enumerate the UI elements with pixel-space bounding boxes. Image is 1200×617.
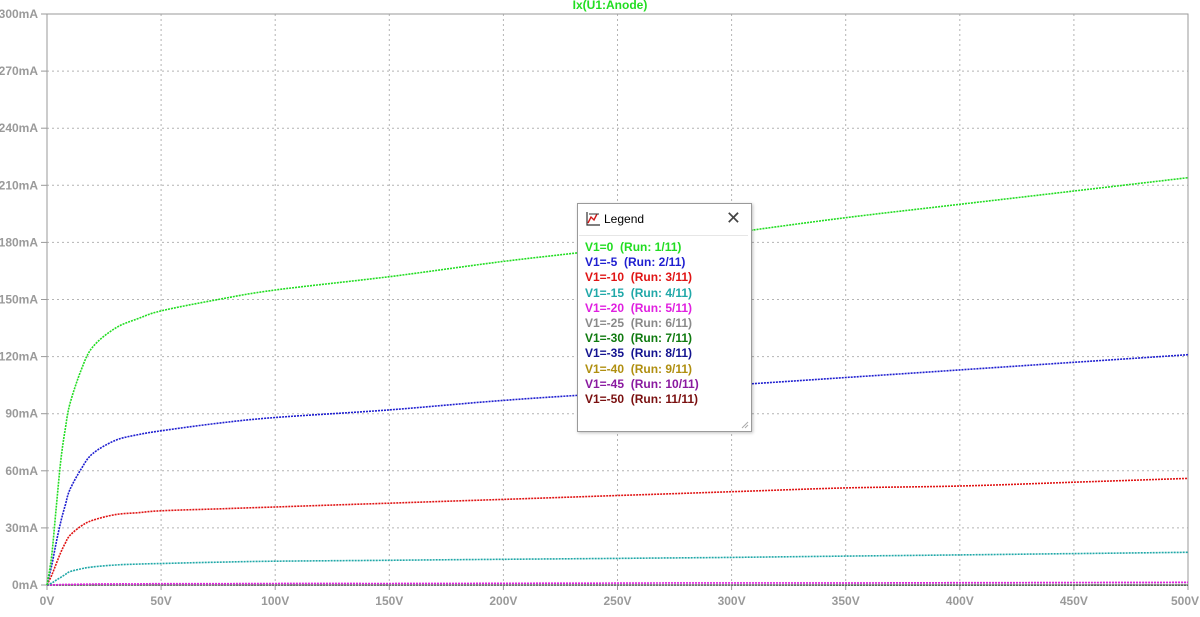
x-tick-label: 250V (603, 594, 631, 608)
legend-entry: V1=-20 (Run: 5/11) (585, 300, 693, 315)
legend-chart-icon (586, 212, 600, 226)
y-tick-label: 0mA (12, 578, 38, 592)
x-tick-label: 350V (832, 594, 860, 608)
legend-entry: V1=-35 (Run: 8/11) (585, 346, 693, 361)
resize-grip-icon[interactable] (741, 421, 749, 429)
x-tick-label: 300V (718, 594, 746, 608)
y-tick-label: 30mA (5, 521, 38, 535)
x-tick-label: 50V (150, 594, 171, 608)
series-traces (46, 176, 1189, 586)
x-tick-label: 0V (40, 594, 55, 608)
series-line-run-1 (46, 176, 1189, 586)
legend-entry: V1=-30 (Run: 7/11) (585, 331, 693, 346)
y-tick-label: 150mA (0, 293, 38, 307)
x-tick-label: 500V (1171, 594, 1199, 608)
y-axis-ticks: 0mA 30mA 60mA 90mA 120mA 150mA 180mA 210mA 240mA… (0, 7, 47, 592)
legend-entry: V1=-15 (Run: 4/11) (585, 285, 693, 300)
x-tick-label: 450V (1060, 594, 1088, 608)
y-tick-label: 180mA (0, 235, 38, 249)
y-tick-label: 60mA (5, 464, 38, 478)
legend-entry: V1=-45 (Run: 10/11) (585, 376, 699, 391)
x-tick-label: 150V (375, 594, 403, 608)
x-tick-label: 400V (946, 594, 974, 608)
x-tick-label: 200V (489, 594, 517, 608)
x-axis-ticks: 0V 50V 100V 150V 200V 250V 300V 350V 400V 450V 500… (40, 585, 1199, 608)
series-line-run-3 (46, 477, 1189, 586)
legend-window[interactable]: Legend ✕ V1=0 (Run: 1/11) V1=-5 (Run: 2/1… (577, 203, 752, 432)
chart-title: Ix(U1:Anode) (573, 0, 648, 12)
legend-entry: V1=-5 (Run: 2/11) (585, 255, 686, 270)
y-tick-label: 270mA (0, 64, 38, 78)
y-tick-label: 240mA (0, 121, 38, 135)
legend-titlebar[interactable]: Legend ✕ (578, 204, 751, 234)
close-icon[interactable]: ✕ (725, 208, 741, 228)
x-tick-label: 100V (261, 594, 289, 608)
legend-entry: V1=-25 (Run: 6/11) (585, 316, 693, 330)
legend-entry: V1=0 (Run: 1/11) (585, 240, 682, 254)
legend-entry: V1=-40 (Run: 9/11) (585, 361, 693, 376)
legend-entry: V1=-10 (Run: 3/11) (585, 270, 693, 285)
legend-entry: V1=-50 (Run: 11/11) (585, 392, 699, 406)
series-line-run-2 (46, 353, 1189, 586)
y-tick-label: 120mA (0, 350, 38, 364)
y-tick-label: 90mA (5, 407, 38, 421)
grid-lines (47, 14, 1188, 585)
legend-entries: V1=0 (Run: 1/11) V1=-5 (Run: 2/11) V1=-10 … (579, 235, 748, 428)
y-tick-label: 210mA (0, 178, 38, 192)
series-line-run-5 (47, 581, 1189, 586)
legend-title: Legend (604, 212, 645, 226)
y-tick-label: 300mA (0, 7, 38, 21)
series-line-run-4 (46, 551, 1189, 586)
